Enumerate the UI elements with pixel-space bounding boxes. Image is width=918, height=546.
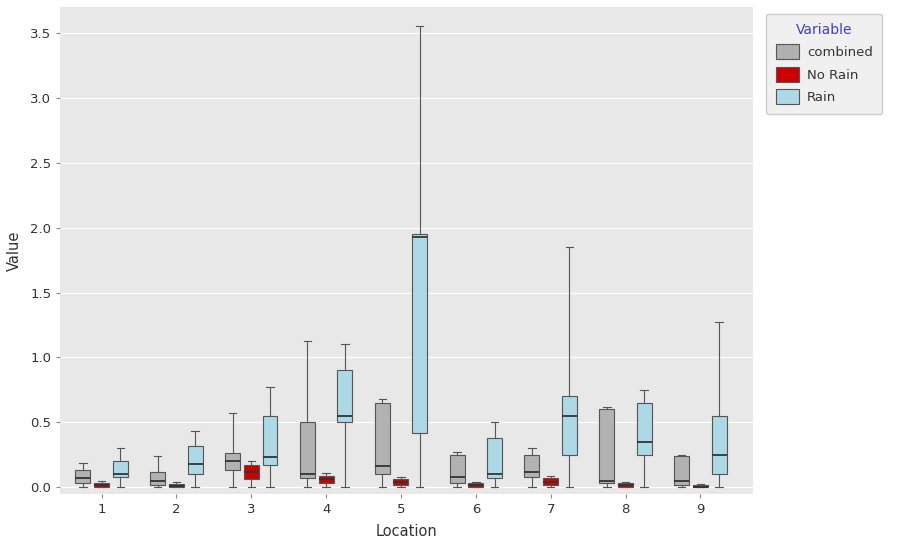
Bar (599, 410, 614, 483)
Bar (225, 454, 241, 470)
Bar (693, 485, 708, 487)
Bar (151, 472, 165, 485)
Bar (711, 416, 726, 474)
Bar (337, 370, 353, 422)
Bar (562, 396, 577, 455)
Bar (618, 483, 633, 486)
Bar (75, 470, 90, 483)
Bar (674, 456, 689, 485)
Bar (524, 455, 540, 477)
Bar (375, 403, 390, 474)
Bar (319, 476, 333, 483)
Bar (300, 422, 315, 478)
Bar (95, 483, 109, 486)
Bar (263, 416, 277, 465)
Bar (244, 465, 259, 479)
Bar (394, 479, 409, 485)
Y-axis label: Value: Value (7, 230, 22, 270)
Bar (187, 446, 203, 474)
Bar (468, 483, 483, 486)
Bar (169, 484, 184, 487)
Bar (113, 461, 128, 477)
Bar (543, 478, 558, 485)
X-axis label: Location: Location (375, 524, 438, 539)
Legend: combined, No Rain, Rain: combined, No Rain, Rain (767, 14, 882, 114)
Bar (487, 438, 502, 478)
Bar (450, 455, 465, 483)
Bar (637, 403, 652, 455)
Bar (412, 234, 427, 432)
